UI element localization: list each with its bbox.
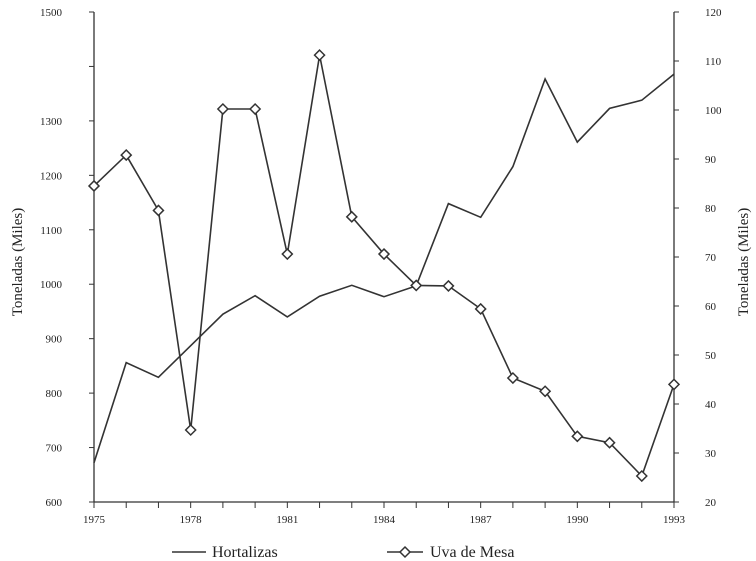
left-y-tick-label: 600 — [46, 497, 63, 509]
data-point-uva-de-mesa — [120, 149, 133, 162]
left-y-tick-label: 1100 — [40, 225, 62, 237]
right-y-tick-label: 120 — [705, 7, 722, 19]
x-ticks: 1975 1978 1981 1984 1987 1990 1993 — [83, 502, 686, 526]
series-line-uva-de-mesa — [93, 54, 675, 478]
data-point-uva-de-mesa — [539, 385, 552, 398]
data-point-uva-de-mesa — [216, 102, 229, 116]
data-point-uva-de-mesa — [377, 247, 391, 261]
data-point-uva-de-mesa — [281, 247, 294, 261]
left-y-tick-label: 700 — [46, 443, 63, 455]
data-point-uva-de-mesa — [184, 423, 197, 437]
x-tick-label: 1990 — [566, 514, 589, 526]
left-y-tick-label: 1500 — [40, 7, 63, 19]
left-y-tick-label: 1300 — [40, 116, 63, 128]
right-y-tick-label: 40 — [705, 399, 717, 411]
right-y-tick-label: 30 — [705, 448, 717, 460]
data-point-uva-de-mesa — [249, 102, 262, 116]
right-y-tick-label: 110 — [705, 56, 722, 68]
data-point-uva-de-mesa — [152, 204, 165, 217]
data-point-uva-de-mesa — [571, 430, 584, 443]
data-point-uva-de-mesa — [506, 371, 519, 385]
data-point-uva-de-mesa — [345, 210, 358, 223]
right-y-tick-label: 80 — [705, 203, 717, 215]
right-y-tick-label: 20 — [705, 497, 717, 509]
left-y-ticks: 600 700 800 900 1000 1100 1200 1300 1500 — [40, 7, 94, 509]
right-y-ticks: 20 30 40 50 60 70 80 90 100 110 120 — [674, 7, 722, 509]
left-y-tick-label: 1200 — [40, 170, 63, 182]
left-y-tick-label: 900 — [46, 334, 63, 346]
left-y-tick-label: 800 — [46, 388, 63, 400]
legend-label-hortalizas: Hortalizas — [212, 544, 278, 561]
legend-label-uva-de-mesa: Uva de Mesa — [430, 544, 514, 561]
legend: Hortalizas Uva de Mesa — [172, 544, 514, 561]
x-tick-label: 1984 — [373, 514, 396, 526]
data-point-uva-de-mesa — [603, 436, 616, 449]
data-point-uva-de-mesa — [667, 378, 681, 391]
right-y-tick-label: 100 — [705, 105, 722, 117]
series-line-hortalizas — [93, 73, 675, 464]
data-point-uva-de-mesa — [313, 49, 326, 62]
left-y-tick-label: 1000 — [40, 279, 63, 291]
x-tick-label: 1978 — [180, 514, 203, 526]
right-y-tick-label: 70 — [705, 252, 717, 264]
x-tick-label: 1981 — [276, 514, 298, 526]
data-point-uva-de-mesa — [410, 279, 423, 292]
data-point-uva-de-mesa — [635, 469, 648, 483]
series-layer — [87, 49, 681, 483]
x-tick-label: 1993 — [663, 514, 686, 526]
right-y-tick-label: 50 — [705, 350, 717, 362]
right-y-tick-label: 60 — [705, 301, 717, 313]
x-tick-label: 1987 — [470, 514, 493, 526]
right-y-tick-label: 90 — [705, 154, 717, 166]
data-point-uva-de-mesa — [87, 179, 101, 193]
data-point-uva-de-mesa — [442, 279, 455, 292]
right-y-axis-title: Toneladas (Miles) — [736, 208, 752, 317]
legend-marker-uva-de-mesa — [398, 545, 412, 559]
x-tick-label: 1975 — [83, 514, 106, 526]
data-point-uva-de-mesa — [474, 302, 487, 316]
left-y-axis-title: Toneladas (Miles) — [10, 208, 26, 317]
